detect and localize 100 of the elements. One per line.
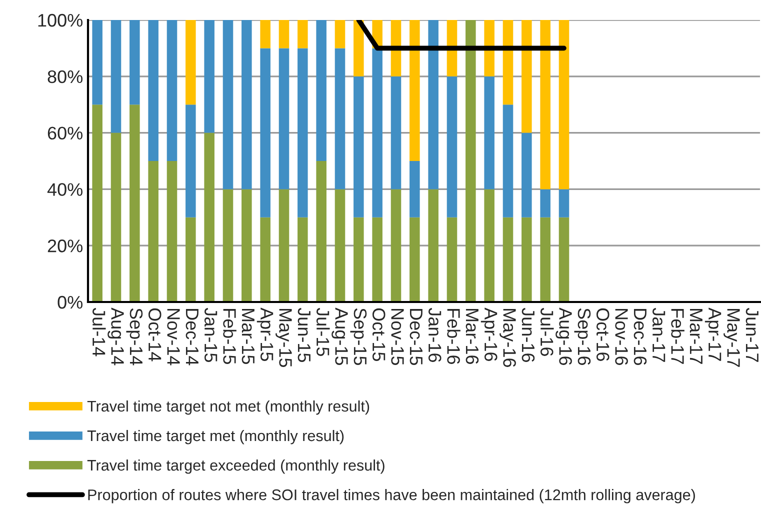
bar [522,132,532,218]
y-tick-label: 100% [38,14,82,27]
x-tick-label: Nov-14 [167,309,180,366]
bar [166,20,178,161]
x-tick-label: Mar-15 [242,309,254,364]
x-tick-label: Mar-17 [690,309,702,364]
bar [242,20,252,190]
x-tick-label: Oct-16 [596,308,610,361]
bar [410,217,420,302]
x-tick-label: Nov-15 [391,309,404,366]
x-tick-label: Jun-17 [746,308,758,362]
x-tick-label: Nov-16 [615,309,628,365]
bar [278,189,290,302]
x-tick-label: Mar-16 [466,309,479,364]
bar [502,104,514,218]
bar [186,104,196,218]
bar [334,48,346,190]
bar [354,20,364,76]
x-tick-label: Aug-14 [108,308,124,366]
x-tick-label: Apr-17 [704,308,722,361]
x-tick-label: Aug-15 [332,308,348,366]
bar [110,20,122,133]
bar [278,20,290,48]
bar [484,189,494,302]
bar [110,132,122,302]
bar [334,189,346,302]
x-tick-label: Dec-14 [186,309,198,366]
x-tick-label: Oct-14 [148,308,162,362]
bar [540,217,550,302]
y-tick-label: 20% [48,240,82,252]
bar [130,104,140,302]
x-tick-label: Sep-14 [126,308,143,366]
bar [410,20,420,161]
bar [372,48,382,218]
x-tick-label: Oct-15 [372,308,386,361]
x-tick-label: Jun-15 [298,308,310,362]
bar [540,20,550,190]
bar [242,189,252,302]
bar [522,217,532,302]
bar [278,48,290,190]
bar [298,48,308,218]
bar [204,132,214,302]
x-tick-label: Jan-15 [204,308,218,362]
bar [260,20,270,48]
bar [92,104,102,302]
x-tick-label: Dec-16 [634,309,647,365]
legend-label: Travel time target met (monthly result) [87,430,344,444]
y-tick-label: 60% [48,126,82,140]
bar [410,161,420,218]
bar [222,189,234,302]
x-tick-label: Sep-15 [350,308,367,366]
bar [466,20,476,302]
bar [148,161,158,302]
bar [148,20,158,161]
x-tick-label: Aug-16 [556,308,572,365]
x-tick-label: Feb-16 [447,309,460,364]
x-tick-label: Jan-17 [652,308,666,362]
y-tick-label: 0% [58,296,82,309]
bar [502,20,514,105]
bar [390,76,402,190]
bar [316,161,326,302]
bar [522,20,532,133]
bar [186,217,196,302]
bar [354,76,364,218]
bar [354,217,364,302]
x-tick-label: Jul-16 [540,308,554,356]
bar [390,189,402,302]
y-tick-label: 80% [48,70,82,84]
bar [372,217,382,302]
bar [446,217,458,302]
y-tick-label: 40% [47,183,82,196]
bar [558,217,570,302]
bar [130,20,140,105]
x-tick-label: Jun-16 [522,308,535,362]
legend-label: Travel time target exceeded (monthly result) [87,459,384,474]
x-tick-label: Apr-16 [480,308,498,361]
x-tick-label: Jan-16 [428,308,442,362]
bar [428,189,438,302]
x-tick-label: May-15 [276,309,292,368]
legend-label: Travel time target not met (monthly result) [87,400,370,415]
bar [540,189,550,218]
x-tick-label: Feb-15 [223,309,236,364]
x-tick-label: May-17 [724,309,740,367]
bar [428,20,438,190]
x-tick-label: Sep-16 [574,308,591,365]
bar [446,20,458,76]
bar [558,189,570,218]
bar [204,20,214,133]
bar [298,20,308,48]
x-tick-label: Apr-15 [256,308,274,361]
bar [92,20,102,105]
bar [298,217,308,302]
bar [558,20,570,190]
legend-label: Proportion of routes where SOI travel times have been maintained (12mth rolling average) [88,489,695,504]
x-tick-label: Jul-15 [316,308,330,356]
bar [334,20,346,48]
bar [260,217,270,302]
x-tick-label: Feb-17 [671,309,684,364]
bar [260,48,270,218]
bar [186,20,196,105]
